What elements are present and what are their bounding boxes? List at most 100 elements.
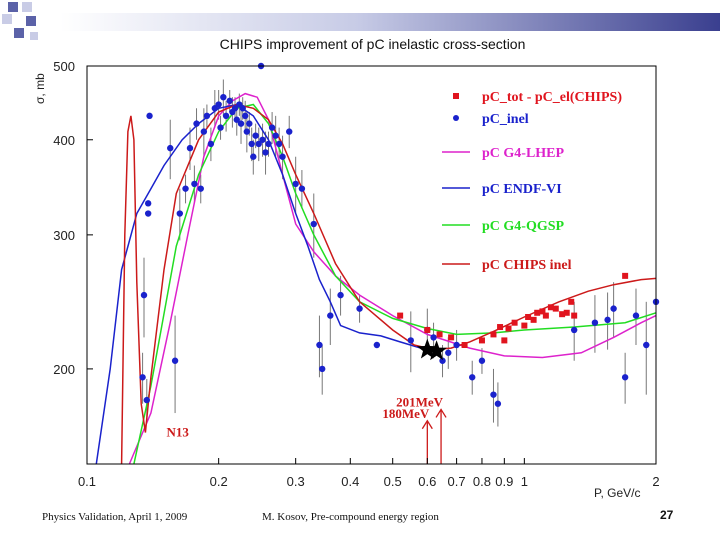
data-point-square — [490, 331, 497, 338]
data-point — [144, 200, 152, 207]
data-point — [275, 140, 283, 148]
data-point — [356, 305, 363, 312]
star-marker — [426, 340, 447, 361]
x-tick-label: 0.9 — [495, 474, 513, 489]
x-tick-label: 2 — [652, 474, 659, 489]
data-point — [146, 112, 153, 120]
data-point — [207, 140, 215, 148]
data-point — [327, 312, 334, 319]
data-point-square — [542, 312, 549, 319]
x-tick-label: 0.1 — [78, 474, 96, 489]
data-point-square — [497, 324, 504, 331]
data-point-square — [622, 272, 629, 279]
data-point — [272, 132, 279, 139]
data-point — [215, 101, 222, 108]
legend-label: pC G4-LHEP — [482, 146, 565, 161]
data-point — [220, 93, 227, 101]
data-point-square — [571, 312, 578, 319]
y-axis-label: σ, mb — [33, 73, 47, 104]
chart-title: CHIPS improvement of pC inelastic cross-… — [219, 36, 526, 52]
data-point — [252, 132, 259, 139]
data-point-square — [530, 316, 537, 323]
legend-marker — [453, 93, 459, 99]
legend-label: pC_tot - pC_el(CHIPS) — [482, 90, 622, 105]
x-tick-label: 0.5 — [384, 474, 402, 489]
plot-frame — [86, 65, 657, 465]
data-point — [222, 112, 230, 120]
data-point-square — [461, 341, 468, 348]
data-point — [248, 140, 255, 148]
y-tick-label: 300 — [53, 228, 75, 243]
data-point — [643, 341, 650, 349]
data-point — [445, 349, 452, 356]
data-point — [268, 124, 276, 131]
data-point — [246, 120, 253, 127]
data-point — [255, 140, 262, 148]
data-point — [591, 319, 599, 326]
annotation-arrowhead — [435, 408, 447, 418]
series-line — [95, 103, 437, 465]
y-tick-label: 200 — [53, 362, 75, 377]
data-point — [265, 140, 272, 148]
data-point-square — [397, 312, 404, 319]
header-band — [60, 13, 720, 31]
data-point-square — [448, 334, 455, 341]
data-point — [171, 357, 179, 364]
data-point-square — [521, 322, 528, 329]
x-tick-label: 0.6 — [418, 474, 436, 489]
x-axis-label: P, GeV/c — [594, 486, 640, 500]
legend-marker — [453, 115, 459, 121]
data-point — [186, 144, 194, 152]
data-point-square — [525, 313, 532, 320]
data-point-square — [547, 304, 554, 311]
annotation-label: 201MeV — [396, 394, 444, 409]
data-point — [182, 185, 189, 192]
data-point — [430, 334, 437, 341]
data-point — [176, 210, 183, 217]
data-point — [373, 341, 381, 349]
x-tick-label: 0.8 — [473, 474, 491, 489]
footer-left: Physics Validation, April 1, 2009 — [42, 511, 188, 523]
data-point — [144, 210, 152, 217]
corner-decoration — [2, 2, 38, 40]
y-tick-label: 500 — [53, 59, 75, 74]
data-point-square — [505, 325, 512, 332]
data-points — [139, 62, 660, 407]
data-point-square — [552, 305, 559, 312]
data-point — [570, 326, 578, 334]
data-point — [298, 185, 306, 192]
data-point — [143, 396, 150, 404]
data-point — [217, 124, 224, 131]
annotation-label: 180MeV — [382, 406, 430, 421]
data-point — [279, 153, 286, 160]
annotation-arrowhead — [421, 419, 433, 430]
data-point — [337, 291, 344, 299]
data-point — [242, 112, 249, 120]
data-point — [632, 312, 640, 319]
legend-label: pC ENDF-VI — [482, 182, 562, 197]
data-point — [259, 136, 266, 143]
legend-label: pC CHIPS inel — [482, 258, 572, 273]
data-point — [319, 365, 326, 373]
data-point — [478, 357, 486, 364]
data-point — [262, 149, 269, 156]
data-point — [250, 153, 257, 160]
data-point — [310, 220, 317, 228]
data-point-square — [501, 337, 508, 344]
data-point — [237, 120, 245, 127]
data-point — [490, 391, 497, 398]
data-point-square — [563, 309, 570, 316]
data-point — [292, 180, 299, 188]
x-tick-label: 0.4 — [341, 474, 359, 489]
star-markers — [416, 338, 447, 361]
x-tick-label: 0.2 — [210, 474, 228, 489]
data-point — [407, 337, 414, 344]
data-point — [140, 291, 148, 299]
data-point — [243, 128, 251, 135]
y-axis-ticks: 200 300 400 500 — [53, 59, 93, 377]
legend-label: pC G4-QGSP — [482, 219, 565, 234]
data-point — [286, 128, 293, 135]
data-point-square — [511, 319, 518, 326]
